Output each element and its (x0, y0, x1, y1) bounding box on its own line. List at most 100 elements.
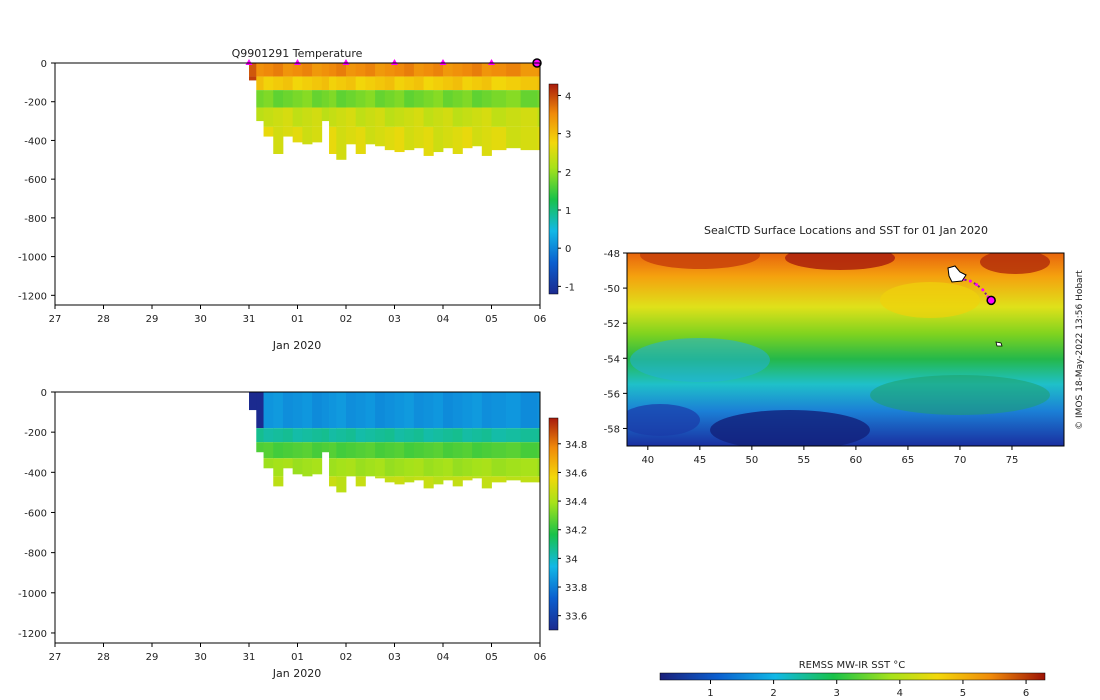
profile-cell (336, 392, 347, 429)
profile-cell (256, 392, 264, 429)
profile-cell (433, 90, 444, 108)
colorbar-tick-label: 34.8 (565, 440, 587, 451)
profile-cell (273, 63, 284, 77)
profile-cell (413, 392, 424, 429)
y-tick-label: -400 (24, 468, 47, 479)
profile-cell (491, 428, 507, 443)
profile-cell (413, 458, 424, 477)
profile-cell (282, 442, 294, 459)
profile-cell (506, 458, 521, 477)
profile-cell (452, 428, 463, 443)
y-tick-label: -1200 (18, 291, 47, 302)
profile-cell (375, 90, 386, 108)
profile-cell (346, 76, 357, 91)
profile-cell (355, 428, 366, 443)
sst-map-panel: SealCTD Surface Locations and SST for 01… (604, 224, 1065, 699)
profile-cell (263, 90, 274, 108)
profile-cell (365, 107, 376, 127)
profile-cell (423, 76, 434, 91)
sst-cold-patch (627, 404, 700, 436)
profile-cell (329, 107, 337, 127)
lon-tick-label: 60 (850, 455, 863, 466)
profile-cell (263, 63, 274, 77)
profile-cell (273, 476, 284, 487)
x-tick-label: 28 (97, 652, 110, 663)
temperature-colorbar-ticks: -1 0 1 2 3 4 (558, 91, 575, 293)
profile-cell (302, 90, 313, 108)
profile-cell (423, 428, 434, 443)
track-point (981, 288, 985, 292)
profile-cell (433, 392, 444, 429)
x-tick-label: 05 (485, 652, 498, 663)
profile-cell (472, 76, 483, 91)
profile-cell (375, 458, 386, 477)
profile-cell (312, 107, 323, 127)
lon-tick-label: 45 (693, 455, 706, 466)
profile-cell (365, 90, 376, 108)
profile-cell (413, 126, 424, 149)
profile-cell (520, 90, 538, 108)
profile-cell (263, 442, 274, 459)
profile-cell (336, 428, 347, 443)
y-tick-label: -200 (24, 428, 47, 439)
sst-mid-patch (870, 375, 1050, 415)
profile-cell (433, 458, 444, 477)
profile-cell (537, 392, 541, 429)
colorbar-tick-label: 34 (565, 554, 578, 565)
sst-colorbar-tick-label: 2 (770, 688, 776, 699)
profile-cell (433, 442, 444, 459)
profile-cell (355, 476, 366, 487)
x-tick-label: 01 (291, 314, 304, 325)
lat-tick-label: -50 (604, 284, 620, 295)
profile-cell (394, 76, 405, 91)
profile-cell (404, 126, 415, 151)
salinity-colorbar (548, 417, 559, 631)
profile-cell (404, 107, 415, 127)
profile-cell (506, 63, 521, 77)
profile-cell (423, 107, 434, 127)
profile-cell (321, 107, 330, 122)
profile-cell (481, 458, 492, 477)
profile-cell (404, 90, 415, 108)
profile-cell (404, 428, 415, 443)
salinity-colorbar-ticks: 33.6 33.8 34 34.2 34.4 34.6 34.8 (558, 440, 587, 623)
sst-mid-patch (880, 282, 980, 318)
profile-cell (249, 63, 257, 77)
profile-cell (443, 392, 454, 429)
profile-cell (452, 63, 463, 77)
profile-cell (365, 428, 376, 443)
profile-cell (520, 428, 538, 443)
profile-cell (263, 107, 274, 127)
profile-cell (329, 428, 337, 443)
y-tick-label: 0 (41, 388, 47, 399)
profile-cell (292, 126, 303, 143)
profile-cell (384, 76, 395, 91)
profile-cell (321, 63, 330, 77)
profile-cell (312, 63, 323, 77)
profile-cell (292, 458, 303, 475)
profile-cell (394, 107, 405, 127)
profile-cell (394, 442, 405, 459)
profile-cell (462, 476, 473, 481)
island-kerguelen (947, 265, 967, 283)
profile-cell (384, 442, 395, 459)
profile-cell (375, 63, 386, 77)
sst-map-field (627, 253, 1064, 446)
profile-cell (506, 90, 521, 108)
profile-cell (336, 107, 347, 127)
profile-cell (520, 107, 538, 127)
profile-cell (256, 63, 264, 77)
profile-cell (537, 107, 541, 127)
profile-cell (355, 392, 366, 429)
profile-cell (472, 63, 483, 77)
profile-cell (443, 76, 454, 91)
profile-cell (491, 442, 507, 459)
profile-cell (375, 428, 386, 443)
profile-cell (472, 126, 483, 147)
profile-cell (292, 76, 303, 91)
profile-cell (472, 90, 483, 108)
profile-cell (443, 90, 454, 108)
profile-cell (256, 442, 264, 453)
profile-cell (329, 90, 337, 108)
